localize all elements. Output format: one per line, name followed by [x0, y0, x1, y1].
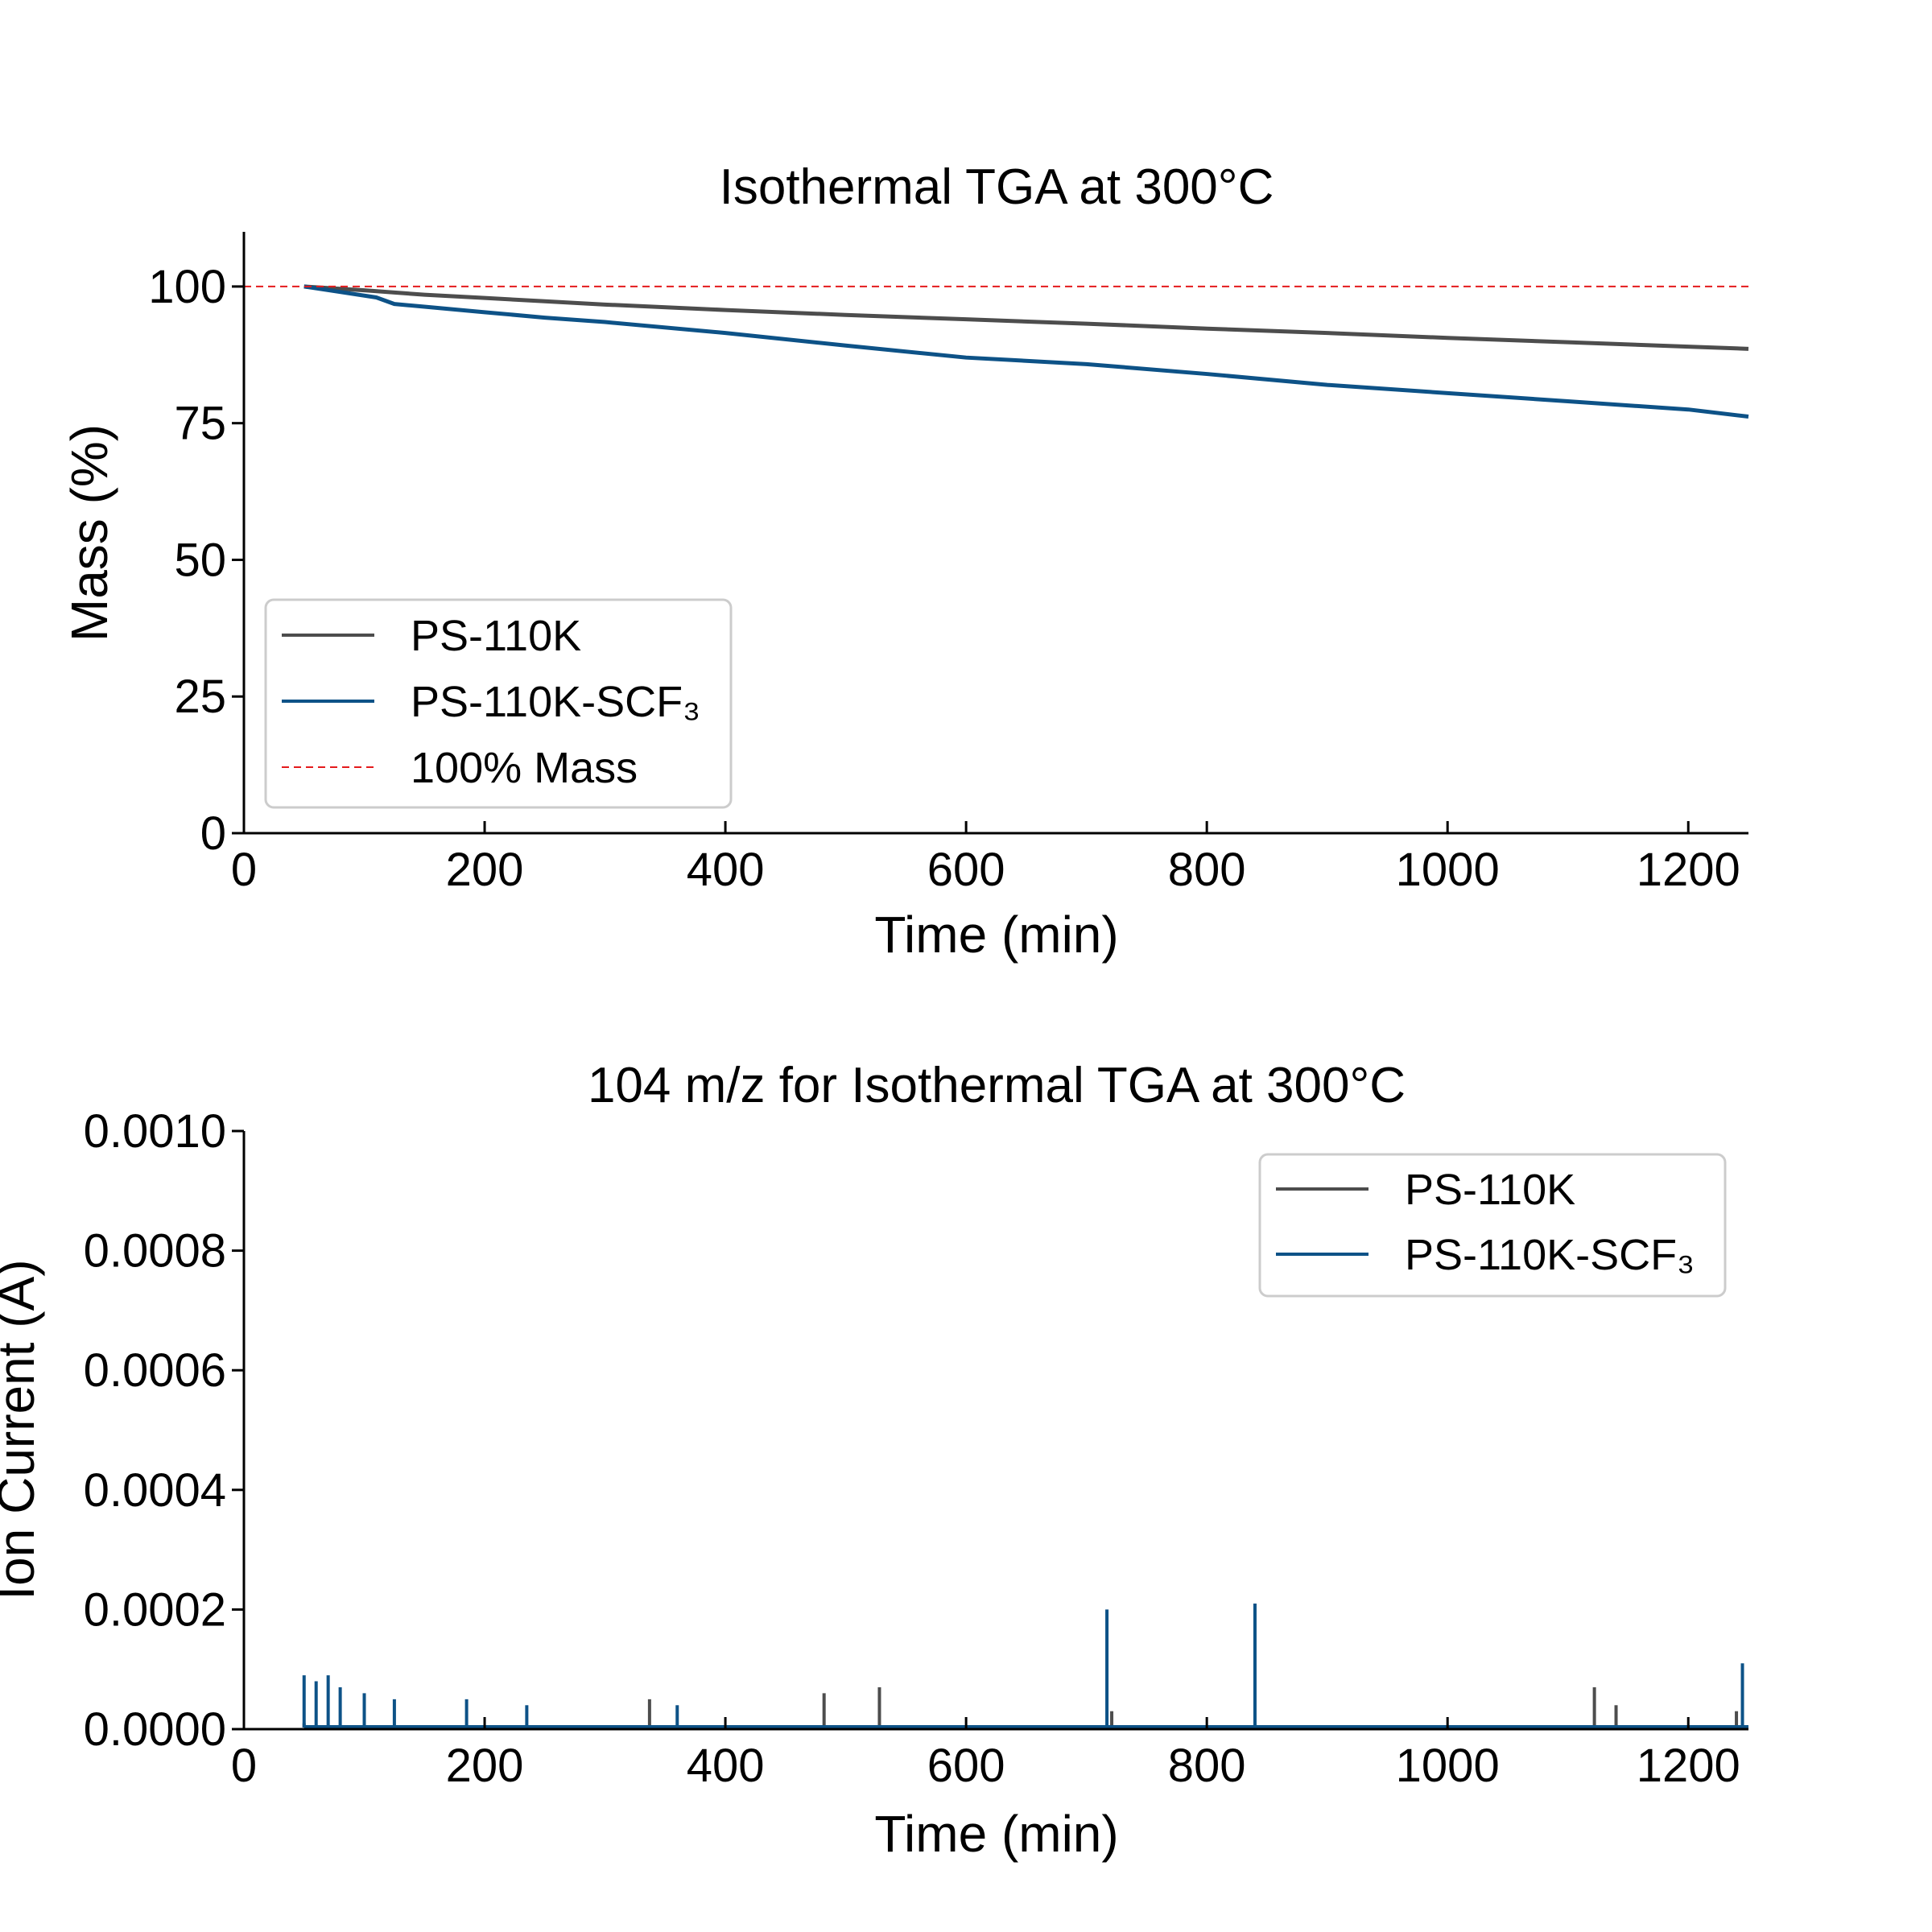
x-tick-label: 600 — [927, 844, 1005, 896]
chart-ion-current: 104 m/z for Isothermal TGA at 300°C 0 200… — [0, 1058, 1748, 1863]
y-tick-label: 0 — [200, 807, 226, 860]
x-tick-label: 0 — [231, 844, 257, 896]
chart-ion-plot — [302, 1603, 1748, 1730]
y-tick-label: 0.0002 — [84, 1583, 226, 1636]
y-tick-label: 50 — [174, 534, 226, 586]
chart-ion-legend-box — [1258, 1153, 1727, 1298]
x-tick-label: 1200 — [1637, 1740, 1740, 1792]
chart-mass: Isothermal TGA at 300°C 0 200 400 600 800 100… — [60, 159, 1749, 964]
series-ps-110k-scf-line — [303, 284, 1749, 419]
legend-label-ps-110k-scf3: PS-110K-SCF₃ — [411, 678, 700, 726]
x-tick-label: 0 — [231, 1740, 257, 1792]
y-tick-label: 100 — [148, 261, 226, 313]
x-tick-label: 1200 — [1637, 844, 1740, 896]
x-tick-label: 800 — [1168, 844, 1246, 896]
x-tick-label: 400 — [687, 844, 765, 896]
chart-mass-legend-box — [264, 598, 733, 809]
y-tick-label: 0.0000 — [84, 1703, 226, 1756]
y-tick-label: 0.0006 — [84, 1344, 226, 1397]
chart-mass-plot — [244, 284, 1749, 419]
chart-mass-title: Isothermal TGA at 300°C — [720, 159, 1274, 215]
x-tick-label: 200 — [446, 844, 524, 896]
x-tick-label: 200 — [446, 1740, 524, 1792]
chart-mass-y-ticks: 0 25 50 75 100 — [148, 261, 244, 860]
legend-ion-label-ps-110k: PS-110K — [1405, 1166, 1575, 1214]
y-tick-label: 0.0004 — [84, 1464, 226, 1517]
chart-ion-legend: PS-110K PS-110K-SCF₃ — [1258, 1153, 1727, 1298]
chart-ion-y-ticks: 0.0000 0.0002 0.0004 0.0006 0.0008 0.0010 — [84, 1105, 244, 1756]
legend-label-ps-110k: PS-110K — [411, 612, 581, 660]
chart-mass-x-label: Time (min) — [874, 906, 1118, 964]
y-tick-label: 25 — [174, 671, 226, 723]
legend-label-100-mass: 100% Mass — [411, 744, 638, 792]
x-tick-label: 1000 — [1396, 1740, 1500, 1792]
x-tick-label: 800 — [1168, 1740, 1246, 1792]
chart-mass-x-ticks: 0 200 400 600 800 1000 1200 — [231, 821, 1740, 896]
x-tick-label: 1000 — [1396, 844, 1500, 896]
y-tick-label: 0.0010 — [84, 1105, 226, 1158]
x-tick-label: 600 — [927, 1740, 1005, 1792]
chart-mass-y-label: Mass (%) — [60, 424, 118, 642]
chart-mass-legend: PS-110K PS-110K-SCF₃ 100% Mass — [264, 598, 733, 809]
y-tick-label: 75 — [174, 398, 226, 450]
chart-ion-x-ticks: 0 200 400 600 800 1000 1200 — [231, 1717, 1740, 1792]
x-tick-label: 400 — [687, 1740, 765, 1792]
legend-ion-label-ps-110k-scf3: PS-110K-SCF₃ — [1405, 1231, 1695, 1279]
chart-ion-title: 104 m/z for Isothermal TGA at 300°C — [588, 1058, 1406, 1113]
chart-ion-y-label: Ion Current (A) — [0, 1259, 45, 1600]
y-tick-label: 0.0008 — [84, 1225, 226, 1278]
series-ps-110k-line — [303, 284, 1749, 351]
chart-ion-x-label: Time (min) — [874, 1805, 1118, 1863]
